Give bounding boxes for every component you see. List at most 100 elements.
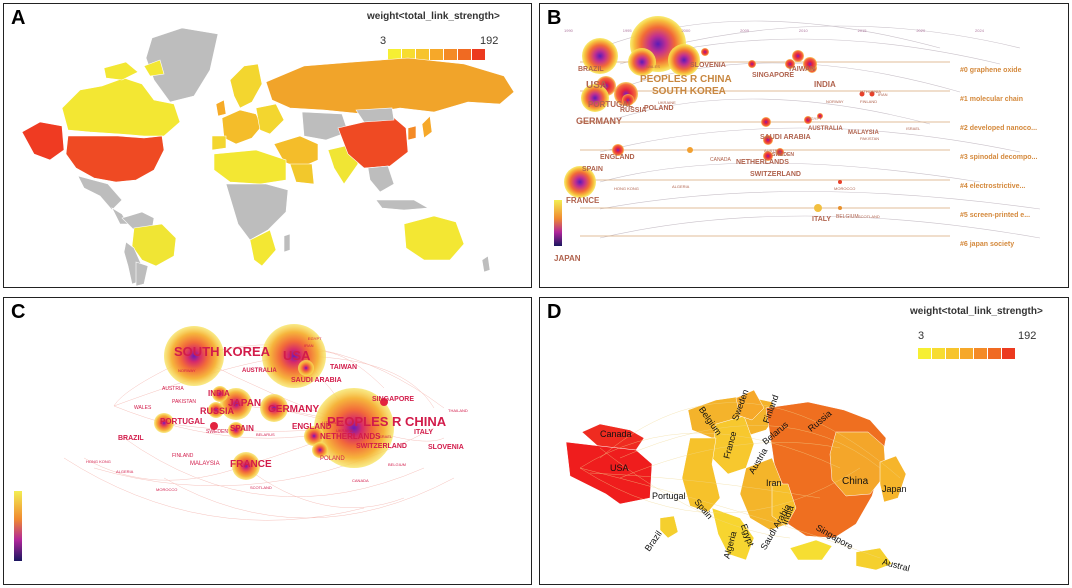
- legend-title: weight<total_link_strength>: [910, 306, 1043, 317]
- region-eastern-europe: [255, 103, 285, 135]
- region-saudi-arabia: [289, 163, 315, 185]
- region-canada-islands: [103, 61, 139, 81]
- node-label-wales: WALES: [646, 64, 660, 69]
- year-axis: 1990 1995 2000 2005 2010 2015 2020 2024: [564, 28, 984, 33]
- year-tick: 2015: [857, 28, 867, 33]
- region-brazil-cartogram: [659, 515, 679, 539]
- node-label-italy: ITALY: [812, 216, 832, 223]
- year-tick: 2010: [798, 28, 808, 33]
- node-label-germany: GERMANY: [576, 116, 623, 126]
- legend-swatch: [430, 49, 443, 60]
- region-western-europe: [221, 109, 263, 145]
- node-label-lithuania: LITHUANIA: [322, 420, 343, 425]
- legend-swatch: [946, 348, 959, 359]
- legend-swatch: [960, 348, 973, 359]
- node-label-japan: JAPAN: [554, 254, 581, 263]
- cartogram-links: [579, 402, 901, 559]
- timeline-color-bar: [554, 200, 562, 246]
- cluster-labels: #0 graphene oxide #1 molecular chain #2 …: [960, 56, 1037, 259]
- region-sweden-cartogram: [735, 389, 765, 421]
- node-label-india: INDIA: [208, 389, 230, 398]
- region-korea: [407, 125, 417, 141]
- node-label-saudi-arabia: SAUDI ARABIA: [291, 377, 342, 384]
- node-label-england: ENGLAND: [600, 154, 635, 161]
- node-label-lithuania: LITHUANIA: [860, 89, 881, 94]
- node-label-france: FRANCE: [566, 196, 600, 205]
- node-label-hong-kong: HONG KONG: [86, 459, 111, 464]
- node-label-brazil: BRAZIL: [118, 435, 144, 442]
- legend-swatch: [974, 348, 987, 359]
- year-tick: 2024: [975, 28, 984, 33]
- country-label-iran: Iran: [766, 478, 782, 488]
- legend-swatches: [918, 348, 1015, 359]
- node-label-brazil: BRAZIL: [578, 66, 604, 73]
- country-label-canada: Canada: [600, 429, 632, 439]
- region-usa-cartogram: [565, 441, 653, 505]
- region-scandinavia: [229, 63, 263, 109]
- node-label-south-korea: SOUTH KOREA: [652, 86, 726, 97]
- node-label-china: PEOPLES R CHINA: [327, 414, 447, 429]
- legend-max: 192: [1018, 330, 1037, 342]
- node-label-france: FRANCE: [230, 459, 272, 470]
- panel-label: A: [11, 7, 26, 29]
- network-graph: [14, 324, 455, 561]
- node-label-russia: RUSSIA: [200, 406, 235, 416]
- region-indonesia: [375, 199, 429, 211]
- cluster-lines: [580, 61, 950, 237]
- legend-swatch: [444, 49, 457, 60]
- panel-b-timeline: B: [539, 3, 1069, 288]
- region-alaska: [21, 121, 65, 161]
- panel-label: B: [547, 7, 562, 29]
- cluster-label: #4 electrostrictive...: [960, 183, 1026, 190]
- region-india-cartogram: [771, 483, 797, 527]
- node-label-italy: ITALY: [414, 429, 434, 436]
- node-label-thailand: THAILAND: [448, 408, 468, 413]
- timeline-chart: [554, 16, 1041, 246]
- panel-label: C: [11, 301, 26, 323]
- country-label-usa: USA: [610, 463, 629, 473]
- region-south-america-north: [121, 211, 155, 231]
- region-argentina: [135, 261, 149, 287]
- cluster-label: #1 molecular chain: [960, 96, 1024, 103]
- cluster-label: #3 spinodal decompo...: [960, 154, 1038, 161]
- cartogram-map: [565, 389, 907, 571]
- legend-swatches: [388, 49, 485, 60]
- cluster-label: #5 screen-printed e...: [960, 212, 1031, 219]
- node-label-algeria: ALGERIA: [116, 469, 134, 474]
- node-label-canada: CANADA: [710, 157, 731, 163]
- year-tick: 1995: [622, 28, 632, 33]
- node-label-australia: AUSTRALIA: [808, 126, 843, 132]
- node-label-switzerland: SWITZERLAND: [356, 443, 407, 450]
- panel-d-cartogram: D weight<total_link_strength> 3 192: [539, 297, 1069, 585]
- legend-title: weight<total_link_strength>: [367, 11, 500, 22]
- node-label-england: ENGLAND: [292, 422, 332, 431]
- country-label-japan: Japan: [882, 484, 907, 494]
- region-canada: [61, 77, 181, 137]
- node-label-morocco: MOROCCO: [156, 487, 178, 492]
- node-label-norway: NORWAY: [826, 99, 844, 104]
- node-label-canada: CANADA: [352, 478, 369, 483]
- region-southeast-asia: [367, 165, 395, 193]
- legend-swatch: [918, 348, 931, 359]
- node-label-morocco: MOROCCO: [834, 186, 856, 191]
- panel-label: D: [547, 301, 562, 323]
- node-label-russia: RUSSIA: [620, 107, 647, 114]
- node-label-sweden: SWEDEN: [772, 152, 794, 158]
- node-label-portugal: PORTUGAL: [160, 417, 205, 426]
- cluster-label: #0 graphene oxide: [960, 67, 1022, 74]
- world-map: [21, 27, 515, 287]
- node-label-portugal: PORTUGAL: [588, 100, 633, 109]
- panel-a-world-map: A weight<total_link_strength> 3 192: [3, 3, 532, 288]
- node-label-belarus: BELARUS: [256, 432, 275, 437]
- region-japan-cartogram: [879, 455, 907, 503]
- node-label-belgium: BELGIUM: [388, 462, 407, 467]
- node-label-israel: ISRAEL: [378, 434, 393, 439]
- node-label-hong-kong: HONG KONG: [614, 186, 639, 191]
- region-south-cartogram: [789, 539, 833, 561]
- node-label-india: INDIA: [814, 80, 836, 89]
- node-label-algeria: ALGERIA: [672, 184, 690, 189]
- node-label-germany: GERMANY: [268, 404, 320, 415]
- node-label-saudi-arabia: SAUDI ARABIA: [760, 134, 811, 141]
- region-australia-cartogram: [855, 547, 893, 571]
- region-north-africa: [213, 149, 287, 185]
